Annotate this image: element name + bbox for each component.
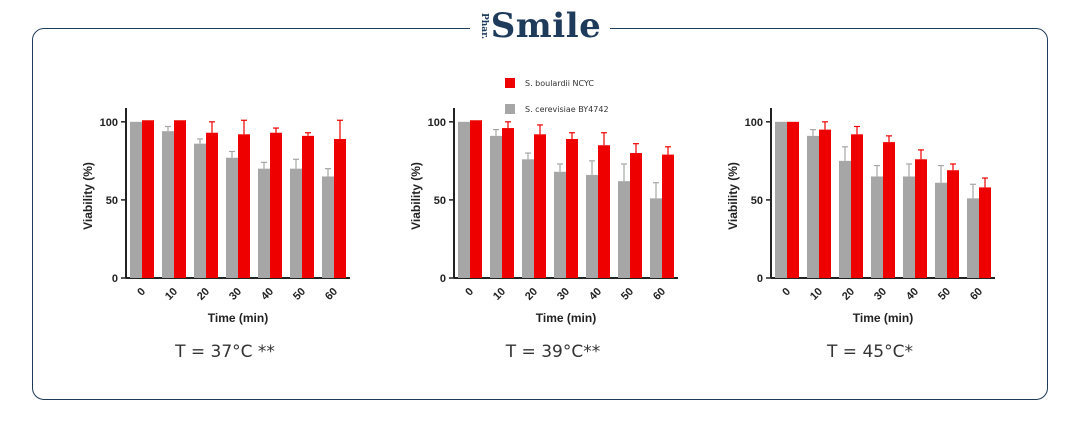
bar-cerevisiae xyxy=(839,160,851,278)
bar-boulardii xyxy=(883,142,895,278)
y-tick-label: 100 xyxy=(745,117,763,129)
chart-legend: S. boulardii NCYC S. cerevisiae BY4742 xyxy=(505,76,609,128)
legend-swatch-boulardii xyxy=(505,78,515,88)
x-tick-label: 10 xyxy=(163,286,180,303)
y-axis-title: Viability (%) xyxy=(726,162,740,230)
bar-cerevisiae xyxy=(162,131,174,278)
x-tick-label: 20 xyxy=(195,286,212,303)
bar-cerevisiae xyxy=(458,121,470,278)
bar-boulardii xyxy=(206,132,218,278)
chart-39c-svg: 0 50 100 Viability (%) 0 10 20 30 40 50 60 Time (mi… xyxy=(409,108,678,325)
x-tick-label: 10 xyxy=(808,286,825,303)
bar-boulardii xyxy=(302,135,314,278)
x-tick-label: 50 xyxy=(936,286,953,303)
bar-boulardii xyxy=(819,129,831,278)
x-tick-label: 0 xyxy=(135,286,148,299)
x-tick-label: 30 xyxy=(872,286,889,303)
y-tick-label: 100 xyxy=(428,117,446,129)
bar-cerevisiae xyxy=(554,171,566,278)
bar-boulardii xyxy=(502,128,514,278)
bar-cerevisiae xyxy=(290,168,302,278)
x-tick-label: 0 xyxy=(463,286,476,299)
x-tick-label: 40 xyxy=(904,286,921,303)
x-tick-label: 50 xyxy=(619,286,636,303)
bar-cerevisiae xyxy=(903,176,915,278)
x-axis-title: Time (min) xyxy=(208,311,268,325)
bar-boulardii xyxy=(947,170,959,278)
x-tick-label: 50 xyxy=(291,286,308,303)
bar-boulardii xyxy=(174,120,186,278)
bar-cerevisiae xyxy=(586,174,598,278)
bar-boulardii xyxy=(662,154,674,278)
y-tick-label: 50 xyxy=(106,195,118,207)
bar-boulardii xyxy=(238,134,250,278)
bar-boulardii xyxy=(270,132,282,278)
chart-panel-45c: 0 50 100 Viability (%) 0 10 20 30 40 50 60 Time (mi… xyxy=(705,80,1035,380)
x-tick-label: 40 xyxy=(259,286,276,303)
y-tick-label: 0 xyxy=(440,273,446,285)
y-axis-title: Viability (%) xyxy=(81,162,95,230)
brand-name: Smile xyxy=(490,6,602,46)
bar-boulardii xyxy=(470,120,482,278)
y-tick-label: 100 xyxy=(100,117,118,129)
bar-boulardii xyxy=(787,121,799,278)
x-tick-label: 20 xyxy=(523,286,540,303)
bar-cerevisiae xyxy=(226,157,238,278)
bar-cerevisiae xyxy=(871,176,883,278)
y-tick-label: 50 xyxy=(751,195,763,207)
legend-label-cerevisiae: S. cerevisiae BY4742 xyxy=(525,104,609,114)
x-tick-label: 40 xyxy=(587,286,604,303)
bar-boulardii xyxy=(630,153,642,278)
legend-label-boulardii: S. boulardii NCYC xyxy=(525,78,595,88)
bar-boulardii xyxy=(851,134,863,278)
x-tick-label: 0 xyxy=(780,286,793,299)
legend-swatch-cerevisiae xyxy=(505,104,515,114)
bar-cerevisiae xyxy=(650,198,662,278)
chart-title-37c: T = 37°C ** xyxy=(175,342,275,362)
bar-cerevisiae xyxy=(935,182,947,278)
bar-cerevisiae xyxy=(618,181,630,278)
bar-cerevisiae xyxy=(775,121,787,278)
x-tick-label: 60 xyxy=(651,286,668,303)
y-axis-title: Viability (%) xyxy=(409,162,423,230)
bar-boulardii xyxy=(534,134,546,278)
chart-title-45c: T = 45°C* xyxy=(827,342,913,362)
bar-boulardii xyxy=(334,138,346,278)
x-tick-label: 10 xyxy=(491,286,508,303)
y-tick-label: 0 xyxy=(112,273,118,285)
x-tick-label: 60 xyxy=(968,286,985,303)
x-axis-title: Time (min) xyxy=(536,311,596,325)
bar-cerevisiae xyxy=(130,121,142,278)
bar-boulardii xyxy=(915,159,927,278)
bar-cerevisiae xyxy=(522,159,534,278)
y-tick-label: 50 xyxy=(434,195,446,207)
chart-panel-39c: 0 50 100 Viability (%) 0 10 20 30 40 50 60 Time (mi… xyxy=(388,80,718,380)
legend-item-boulardii: S. boulardii NCYC xyxy=(505,76,609,90)
chart-title-39c: T = 39°C** xyxy=(505,342,601,362)
bar-boulardii xyxy=(598,145,610,278)
bar-cerevisiae xyxy=(194,143,206,278)
x-tick-label: 60 xyxy=(323,286,340,303)
bar-cerevisiae xyxy=(490,135,502,278)
brand-logo: Phar. Smile xyxy=(470,4,610,48)
chart-37c-svg: 0 50 100 Viability (%) 0 10 20 30 40 50 60 Time (mi… xyxy=(81,108,350,325)
legend-item-cerevisiae: S. cerevisiae BY4742 xyxy=(505,102,609,116)
bar-cerevisiae xyxy=(967,198,979,278)
x-axis-title: Time (min) xyxy=(853,311,913,325)
bar-boulardii xyxy=(979,187,991,278)
bar-boulardii xyxy=(142,120,154,278)
y-tick-label: 0 xyxy=(757,273,763,285)
chart-panel-37c: 0 50 100 Viability (%) 0 10 20 30 40 50 60 Time (mi… xyxy=(60,80,390,380)
x-tick-label: 30 xyxy=(227,286,244,303)
bar-cerevisiae xyxy=(322,176,334,278)
bar-boulardii xyxy=(566,138,578,278)
bar-cerevisiae xyxy=(807,135,819,278)
x-tick-label: 20 xyxy=(840,286,857,303)
chart-45c-svg: 0 50 100 Viability (%) 0 10 20 30 40 50 60 Time (mi… xyxy=(726,108,995,325)
brand-prefix: Phar. xyxy=(478,12,489,40)
x-tick-label: 30 xyxy=(555,286,572,303)
bar-cerevisiae xyxy=(258,168,270,278)
